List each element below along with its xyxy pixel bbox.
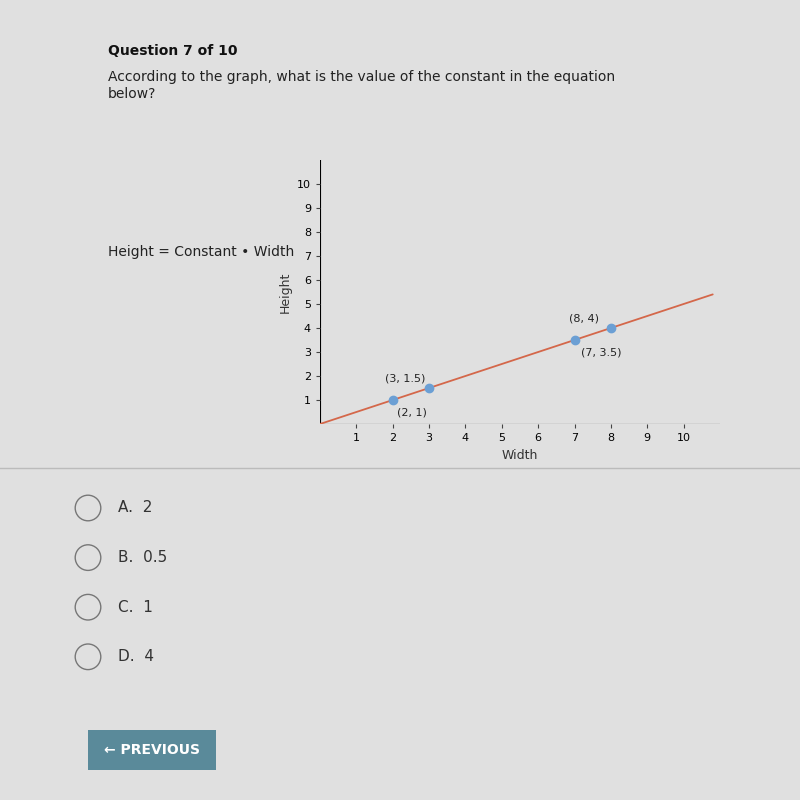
X-axis label: Width: Width (502, 449, 538, 462)
Text: According to the graph, what is the value of the constant in the equation
below?: According to the graph, what is the valu… (108, 70, 615, 101)
Text: (2, 1): (2, 1) (397, 407, 426, 418)
Text: A.  2: A. 2 (118, 501, 153, 515)
Text: D.  4: D. 4 (118, 650, 154, 664)
Text: C.  1: C. 1 (118, 600, 154, 614)
Text: B.  0.5: B. 0.5 (118, 550, 168, 565)
Text: (3, 1.5): (3, 1.5) (385, 373, 425, 383)
Text: (7, 3.5): (7, 3.5) (582, 347, 622, 358)
Text: ← PREVIOUS: ← PREVIOUS (104, 742, 200, 757)
Text: (8, 4): (8, 4) (570, 313, 599, 323)
Y-axis label: Height: Height (278, 271, 291, 313)
Text: Height = Constant • Width: Height = Constant • Width (108, 245, 294, 259)
Text: Question 7 of 10: Question 7 of 10 (108, 44, 238, 58)
